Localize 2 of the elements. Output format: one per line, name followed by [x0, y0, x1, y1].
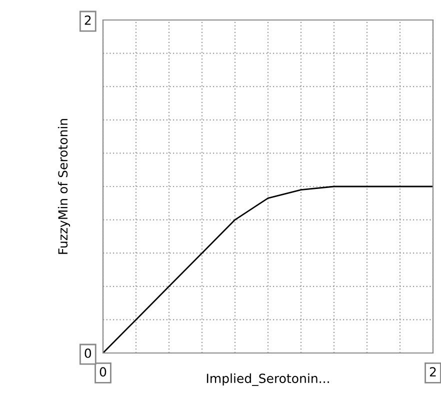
x-axis-title: Implied_Serotonin... [206, 373, 329, 386]
y-axis-title: FuzzyMin of Serotonin [58, 119, 70, 254]
